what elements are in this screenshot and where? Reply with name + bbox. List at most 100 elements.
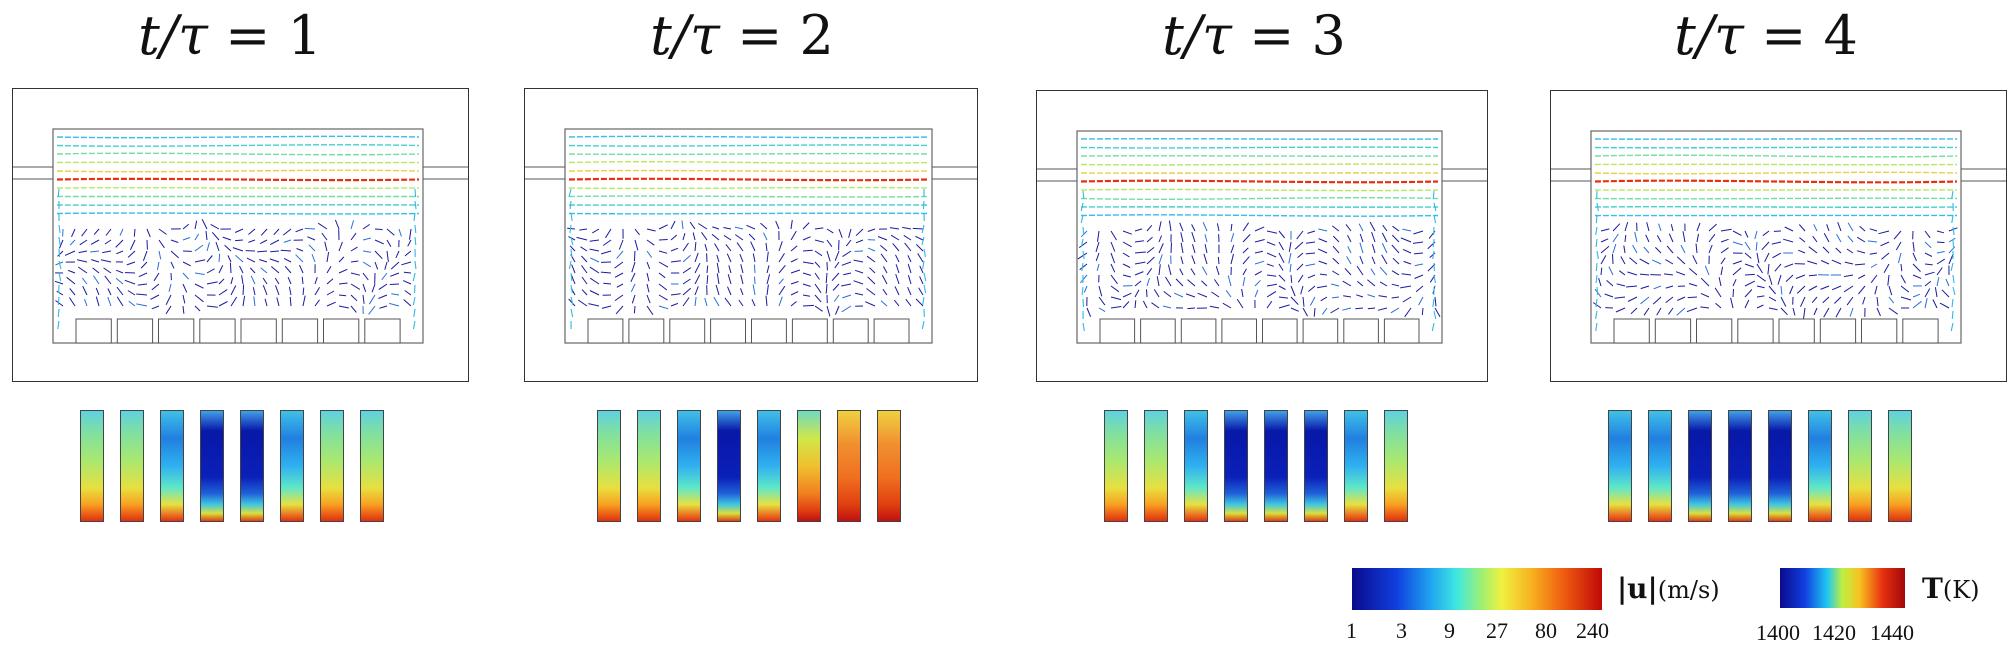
wall-vector xyxy=(570,236,574,246)
velocity-vector xyxy=(1772,252,1782,259)
velocity-vector xyxy=(270,266,280,274)
velocity-vector xyxy=(260,267,268,274)
velocity-vector xyxy=(1869,252,1878,255)
velocity-vector xyxy=(1307,274,1316,279)
velocity-vector xyxy=(1278,252,1285,263)
velocity-vector xyxy=(1098,307,1106,313)
velocity-vector xyxy=(802,261,814,265)
velocity-vector xyxy=(726,253,732,263)
velocity-vector xyxy=(1846,296,1854,306)
velocity-vector xyxy=(1630,307,1638,315)
velocity-vector xyxy=(54,280,64,285)
velocity-vector xyxy=(1400,237,1412,243)
velocity-vector xyxy=(1403,260,1412,265)
velocity-vector xyxy=(1663,273,1674,276)
velocity-vector xyxy=(646,272,650,282)
velocity-vector xyxy=(1300,285,1304,295)
flow-field-box xyxy=(1036,90,1488,382)
velocity-vector xyxy=(907,255,912,263)
velocity-vector xyxy=(273,228,280,236)
bottom-cell xyxy=(1302,318,1339,344)
velocity-vector xyxy=(790,301,797,307)
velocity-vector xyxy=(1847,235,1854,243)
velocity-vector xyxy=(843,272,852,276)
velocity-vector xyxy=(288,286,292,296)
flow-field-svg xyxy=(1551,130,2006,344)
velocity-vector xyxy=(748,233,756,241)
velocity-vector xyxy=(379,305,388,309)
wall-vector xyxy=(1432,190,1435,200)
wall-vector xyxy=(1596,202,1599,212)
velocity-vector xyxy=(579,228,588,231)
velocity-vector xyxy=(386,228,395,236)
wall-vector xyxy=(1082,190,1085,200)
velocity-vector xyxy=(1639,273,1650,276)
velocity-vector xyxy=(918,287,924,296)
bottom-cell xyxy=(1778,318,1815,344)
velocity-vector xyxy=(194,294,204,303)
velocity-vector xyxy=(1297,274,1304,283)
velocity-vector xyxy=(905,298,912,307)
velocity-vector xyxy=(386,250,389,262)
velocity-vector xyxy=(269,258,280,263)
wall-vector xyxy=(414,200,417,210)
velocity-vector xyxy=(374,250,383,260)
velocity-vector xyxy=(250,275,256,285)
wall-vector xyxy=(1082,226,1085,236)
velocity-vector xyxy=(907,275,912,285)
velocity-vector xyxy=(869,267,876,274)
velocity-vector xyxy=(1883,263,1890,273)
velocity-vector xyxy=(694,262,701,274)
velocity-vector xyxy=(1216,223,1220,232)
jet-streamline xyxy=(56,135,420,139)
velocity-vector xyxy=(115,239,124,248)
bottom-cell xyxy=(1654,318,1692,344)
velocity-vector xyxy=(1768,285,1776,295)
bottom-cell xyxy=(75,318,112,344)
velocity-vector xyxy=(314,286,321,296)
velocity-vector xyxy=(658,261,669,268)
velocity-vector xyxy=(1266,263,1274,267)
velocity-vector xyxy=(1305,241,1316,244)
velocity-vector xyxy=(264,298,268,307)
velocity-vector xyxy=(1201,280,1208,287)
temperature-strip xyxy=(320,410,344,522)
panel-3: t/τ = 3 xyxy=(1024,0,1488,540)
velocity-vector xyxy=(1215,266,1220,276)
velocity-vector xyxy=(1158,243,1164,254)
velocity-vector xyxy=(338,241,343,252)
flow-field-svg xyxy=(1037,130,1487,344)
velocity-vector xyxy=(66,276,76,285)
velocity-vector xyxy=(1429,252,1436,258)
velocity-vector xyxy=(589,239,600,242)
velocity-vector xyxy=(646,283,650,293)
velocity-vector xyxy=(646,305,654,315)
velocity-vector xyxy=(1392,225,1400,232)
velocity-vector xyxy=(1687,296,1698,299)
velocity-vector xyxy=(1720,247,1729,254)
velocity-vector xyxy=(1158,264,1161,276)
velocity-vector xyxy=(1936,230,1945,234)
velocity-vector xyxy=(116,269,124,274)
velocity-vector xyxy=(1134,228,1143,232)
velocity-vector xyxy=(241,275,244,285)
velocity-vector xyxy=(1288,241,1292,252)
velocity-vector xyxy=(834,261,840,269)
velocity-vector xyxy=(1888,285,1893,296)
velocity-vector xyxy=(832,283,840,291)
velocity-vector xyxy=(778,285,786,296)
velocity-vector xyxy=(1924,280,1932,287)
velocity-vector xyxy=(1110,306,1122,309)
wall-vector xyxy=(1952,226,1955,236)
velocity-vector xyxy=(1209,305,1220,309)
velocity-vector xyxy=(1945,278,1950,287)
velocity-vector xyxy=(409,228,412,240)
wall-vector xyxy=(57,188,60,198)
velocity-vector xyxy=(249,267,256,274)
velocity-vector xyxy=(350,294,358,302)
velocity-vector xyxy=(301,276,304,285)
velocity-vector xyxy=(262,277,268,285)
temperature-strip xyxy=(80,410,104,522)
temperature-strip xyxy=(1648,410,1672,522)
bottom-cell xyxy=(1613,318,1650,344)
